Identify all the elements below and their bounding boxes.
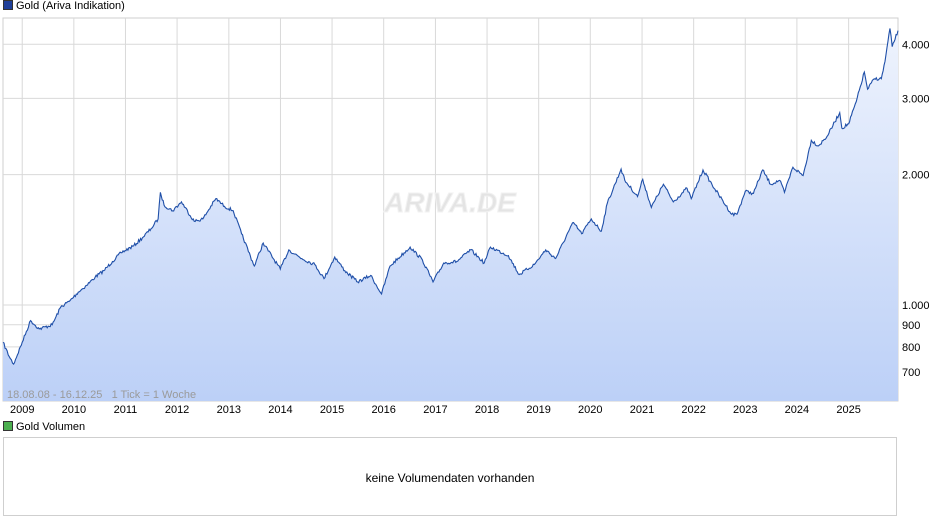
price-line[interactable] <box>2 28 899 366</box>
x-tick-label: 2017 <box>423 404 447 416</box>
x-tick-label: 2014 <box>268 404 292 416</box>
price-chart[interactable]: ARIVA.DE 700 800 900 1.000 2.000 3.000 4.000 2… <box>0 14 940 416</box>
x-tick-label: 2011 <box>114 404 138 416</box>
y-tick-label: 2.000 <box>902 170 930 182</box>
volume-legend-swatch <box>3 421 13 431</box>
x-tick-label: 2020 <box>578 404 602 416</box>
y-tick-label: 3.000 <box>902 93 930 105</box>
x-tick-label: 2015 <box>320 404 344 416</box>
y-tick-label: 900 <box>902 320 920 332</box>
x-tick-label: 2016 <box>371 404 395 416</box>
y-tick-label: 4.000 <box>902 39 930 51</box>
volume-legend-label: Gold Volumen <box>16 421 86 433</box>
price-legend-label: Gold (Ariva Indikation) <box>16 0 125 12</box>
volume-panel: keine Volumendaten vorhanden <box>3 437 897 516</box>
x-tick-label: 2009 <box>10 404 34 416</box>
y-tick-label: 700 <box>902 367 920 379</box>
x-tick-label: 2023 <box>733 404 757 416</box>
y-axis-labels: 700 800 900 1.000 2.000 3.000 4.000 <box>902 39 930 379</box>
x-tick-label: 2022 <box>681 404 705 416</box>
y-tick-label: 1.000 <box>902 300 930 312</box>
x-tick-label: 2019 <box>526 404 550 416</box>
chart-range-info: 18.08.08 - 16.12.25 1 Tick = 1 Woche <box>7 389 196 401</box>
price-area <box>3 28 898 401</box>
x-tick-label: 2021 <box>630 404 654 416</box>
no-volume-message: keine Volumendaten vorhanden <box>365 471 535 485</box>
x-tick-label: 2012 <box>165 404 189 416</box>
x-tick-label: 2010 <box>62 404 86 416</box>
y-tick-label: 800 <box>902 342 920 354</box>
price-legend: Gold (Ariva Indikation) <box>3 0 125 13</box>
x-axis-labels: 2009 2010 2011 2012 2013 2014 2015 2016 2017 2018… <box>10 404 861 416</box>
price-legend-swatch <box>3 0 13 10</box>
x-tick-label: 2018 <box>475 404 499 416</box>
x-tick-label: 2013 <box>217 404 241 416</box>
x-tick-label: 2025 <box>836 404 860 416</box>
x-tick-label: 2024 <box>785 404 809 416</box>
volume-legend: Gold Volumen <box>3 421 85 434</box>
watermark: ARIVA.DE <box>383 187 517 218</box>
